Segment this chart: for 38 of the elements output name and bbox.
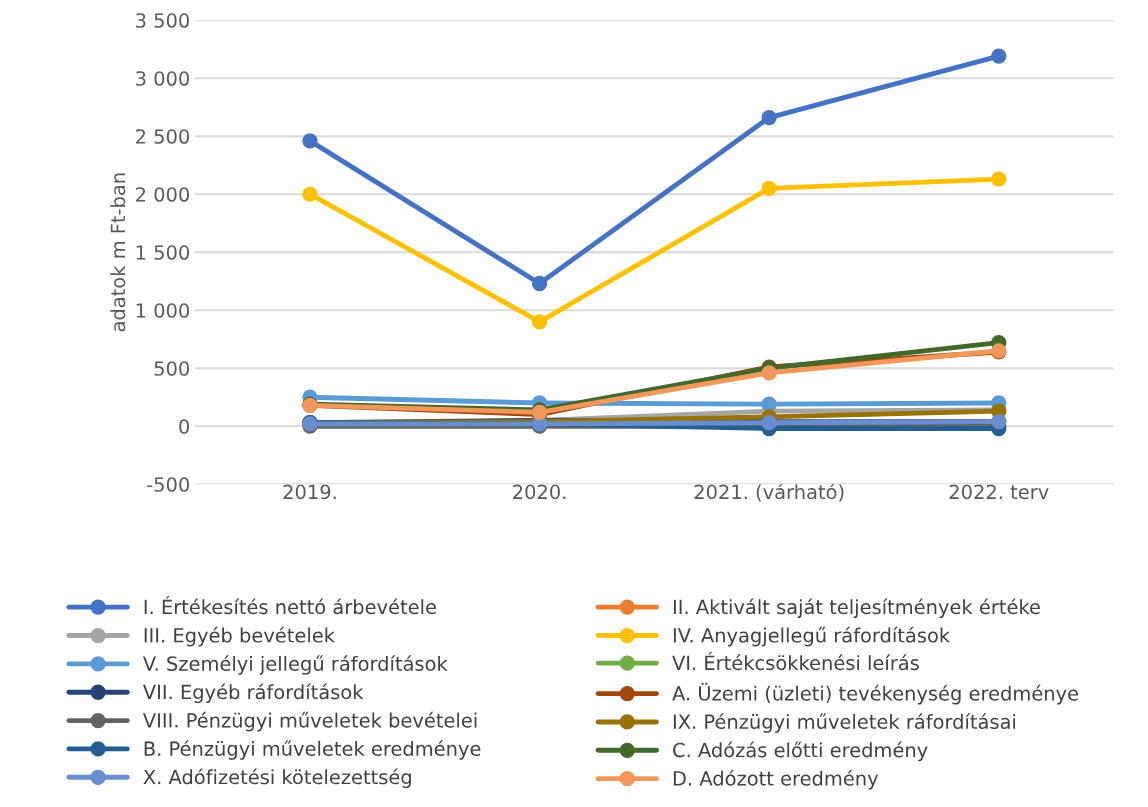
point [302,186,318,202]
point [531,314,548,330]
point [991,48,1007,64]
legend-label: II. Aktivált saját teljesítmények értéke [673,598,1040,619]
legend-label: IV. Anyagjellegű ráfordítások [673,626,951,647]
legend-label: III. Egyéb bevételek [144,626,335,647]
y-axis-title: adatok m Ft-ban [110,173,126,332]
legend-label: IX. Pénzügyi műveletek ráfordításai [673,713,1016,733]
legend-label: VIII. Pénzügyi műveletek bevételei [142,711,477,732]
point [531,275,548,292]
point [991,171,1007,187]
legend-label: VI. Értékcsökkenési leírás [672,651,919,671]
point [761,109,777,126]
y-tick-label: -500 [147,477,190,492]
x-tick-label: 2021. (várható) [694,483,844,502]
y-tick-label: 3 500 [136,13,190,28]
y-tick-label: 0 [179,419,190,434]
legend-label: B. Pénzügyi műveletek eredménye [144,740,481,760]
legend-label: V. Személyi jellegű ráfordítások [142,655,448,675]
x-tick-label: 2020. [513,484,566,500]
x-tick-label: 2019. [283,484,336,500]
legend-label: VII. Egyéb ráfordítások [142,683,364,704]
y-tick-label: 2 000 [136,187,190,202]
legend-label: D. Adózott eredmény [673,769,879,790]
legend-label: C. Adózás előtti eredmény [673,741,928,762]
point [761,396,777,412]
legend-label: X. Adófizetési kötelezettség [143,768,411,789]
x-tick-label: 2022. terv [949,484,1049,500]
y-tick-label: 1 500 [136,245,190,260]
legend-label: A. Üzemi (üzleti) tevékenység eredménye [672,682,1079,705]
y-tick-label: 1 000 [136,303,190,318]
y-tick-label: 500 [154,361,190,376]
y-tick-label: 2 500 [136,129,190,144]
point [302,133,318,149]
legend-label: I. Értékesítés nettó árbevétele [144,596,436,615]
point [761,365,777,381]
point [761,180,777,197]
y-tick-label: 3 000 [136,71,190,86]
